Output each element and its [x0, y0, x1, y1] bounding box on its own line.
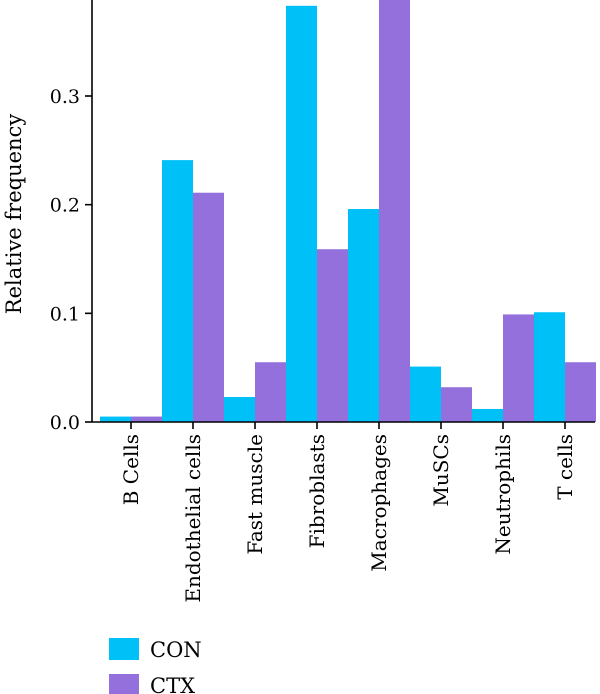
bar-ctx-endothelial-cells [193, 192, 224, 422]
x-tick-label: Fast muscle [243, 434, 267, 555]
legend: CON CTX [109, 638, 202, 694]
bar-ctx-fast-muscle [255, 362, 286, 422]
legend-label-ctx: CTX [150, 674, 195, 694]
bars-group [100, 0, 596, 422]
y-tick-label: 0.1 [50, 303, 80, 325]
y-tick-label: 0.2 [50, 195, 80, 217]
x-tick-label: Macrophages [367, 434, 391, 572]
bar-ctx-muscs [441, 387, 472, 422]
x-tick-label: MuSCs [429, 434, 453, 507]
bar-con-macrophages [348, 209, 379, 422]
bar-con-neutrophils [472, 408, 503, 422]
x-tick-label: Neutrophils [491, 434, 515, 555]
x-tick-label: Fibroblasts [305, 434, 329, 548]
bar-ctx-b-cells [131, 416, 162, 422]
bar-con-b-cells [100, 416, 131, 422]
bar-ctx-t-cells [565, 362, 596, 422]
legend-swatch-con [109, 638, 139, 660]
y-tick-label: 0.3 [50, 86, 80, 108]
bar-ctx-macrophages [379, 0, 410, 422]
x-tick-label: Endothelial cells [181, 434, 205, 603]
x-tick-label: T cells [553, 434, 577, 500]
x-tick-labels-group: B Cells Endothelial cells Fast muscle Fibro… [119, 422, 577, 603]
bar-con-fibroblasts [286, 5, 317, 422]
y-tick-label: 0.0 [50, 412, 80, 434]
bar-ctx-neutrophils [503, 314, 534, 422]
y-ticks-group: 0.0 0.1 0.2 0.3 [50, 86, 92, 434]
y-axis-title: Relative frequency [2, 114, 26, 315]
x-tick-label: B Cells [119, 434, 143, 505]
legend-swatch-ctx [109, 674, 139, 694]
bar-ctx-fibroblasts [317, 249, 348, 422]
bar-con-endothelial-cells [162, 160, 193, 422]
legend-label-con: CON [150, 638, 202, 662]
bar-con-muscs [410, 366, 441, 422]
bar-con-fast-muscle [224, 397, 255, 422]
bar-con-t-cells [534, 312, 565, 422]
